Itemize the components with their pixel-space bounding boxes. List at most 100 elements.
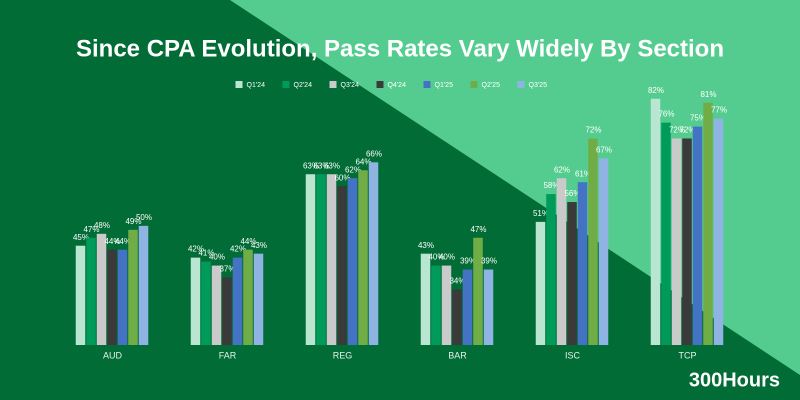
data-label: 63% [303, 161, 319, 170]
data-label: 75% [690, 114, 706, 123]
legend-label: Q3'25 [529, 82, 548, 89]
data-label: 81% [700, 90, 716, 99]
x-tick-label: ISC [565, 350, 581, 360]
data-label: 47% [83, 225, 99, 234]
data-label: 39% [460, 257, 476, 266]
bar [316, 174, 326, 345]
bar [86, 237, 96, 345]
data-label: 44% [104, 237, 120, 246]
legend-label: Q2'25 [482, 82, 501, 89]
bar [96, 233, 107, 345]
data-label: 64% [355, 157, 371, 166]
bar [337, 186, 347, 345]
data-label: 50% [136, 213, 152, 222]
bar [358, 170, 368, 345]
bar [243, 249, 253, 345]
data-label: 45% [73, 233, 89, 242]
bar [75, 245, 86, 345]
data-label: 62% [345, 165, 361, 174]
bar [117, 249, 128, 345]
data-label: 43% [418, 241, 434, 250]
data-label: 34% [449, 277, 465, 286]
data-label: 40% [428, 253, 444, 262]
data-label: 42% [230, 245, 246, 254]
bar [190, 257, 201, 345]
data-label: 72% [585, 126, 601, 135]
bar [473, 237, 483, 345]
data-label: 82% [648, 86, 664, 95]
bar [535, 221, 546, 345]
x-tick-label: BAR [448, 350, 467, 360]
data-label: 58% [543, 181, 559, 190]
bar [546, 194, 556, 345]
bar [452, 289, 462, 345]
bar [138, 225, 149, 345]
data-label: 56% [564, 189, 580, 198]
bar [420, 253, 431, 345]
bar [703, 102, 713, 345]
bar [201, 261, 211, 345]
bar [661, 122, 671, 345]
data-label: 66% [366, 149, 382, 158]
data-label: 60% [334, 173, 350, 182]
legend-swatch [423, 81, 431, 88]
plot: Q1'24 Q2'24 Q3'24 Q4'24 Q1'25 Q2'25 Q3'25 AUD 45… [73, 81, 727, 360]
legend-swatch [517, 81, 525, 88]
bar [253, 253, 264, 345]
x-tick-label: AUD [103, 350, 123, 360]
x-tick-label: REG [333, 350, 353, 360]
bar [441, 265, 452, 345]
x-tick-label: FAR [219, 350, 237, 360]
data-label: 37% [219, 265, 235, 274]
legend-label: Q4'24 [388, 82, 407, 89]
legend-label: Q2'24 [294, 82, 313, 89]
bar [713, 118, 724, 345]
bar [305, 174, 316, 345]
bar [483, 269, 494, 345]
bar [211, 265, 222, 345]
data-label: 63% [313, 161, 329, 170]
data-label: 61% [575, 169, 591, 178]
legend-swatch [376, 81, 384, 88]
bar [326, 174, 337, 345]
data-label: 51% [533, 209, 549, 218]
legend-swatch [282, 81, 290, 88]
bar [107, 249, 117, 345]
bar [588, 138, 598, 345]
data-label: 44% [240, 237, 256, 246]
bar [347, 178, 358, 345]
data-label: 40% [439, 253, 455, 262]
legend-label: Q1'25 [435, 82, 454, 89]
data-label: 40% [209, 253, 225, 262]
bar [128, 229, 138, 345]
bar [232, 257, 243, 345]
bar [650, 98, 661, 346]
bar [556, 178, 567, 345]
legend-swatch [235, 81, 243, 88]
data-label: 49% [125, 217, 141, 226]
data-label: 41% [198, 249, 214, 258]
data-label: 43% [251, 241, 267, 250]
bar [462, 269, 473, 345]
bar [682, 138, 692, 345]
bar [598, 158, 609, 345]
data-label: 77% [711, 106, 727, 115]
legend-swatch [329, 81, 337, 88]
bar [222, 277, 232, 345]
data-label: 39% [481, 257, 497, 266]
data-label: 42% [188, 245, 204, 254]
data-label: 47% [470, 225, 486, 234]
bar [368, 162, 379, 345]
bar [567, 202, 577, 345]
bar [577, 182, 588, 345]
data-label: 72% [679, 126, 695, 135]
bar [431, 265, 441, 345]
legend-label: Q3'24 [341, 82, 360, 89]
legend-swatch [470, 81, 478, 88]
bar [671, 138, 682, 345]
data-label: 48% [94, 221, 110, 230]
data-label: 44% [115, 237, 131, 246]
bar [692, 126, 703, 345]
x-tick-label: TCP [679, 350, 697, 360]
